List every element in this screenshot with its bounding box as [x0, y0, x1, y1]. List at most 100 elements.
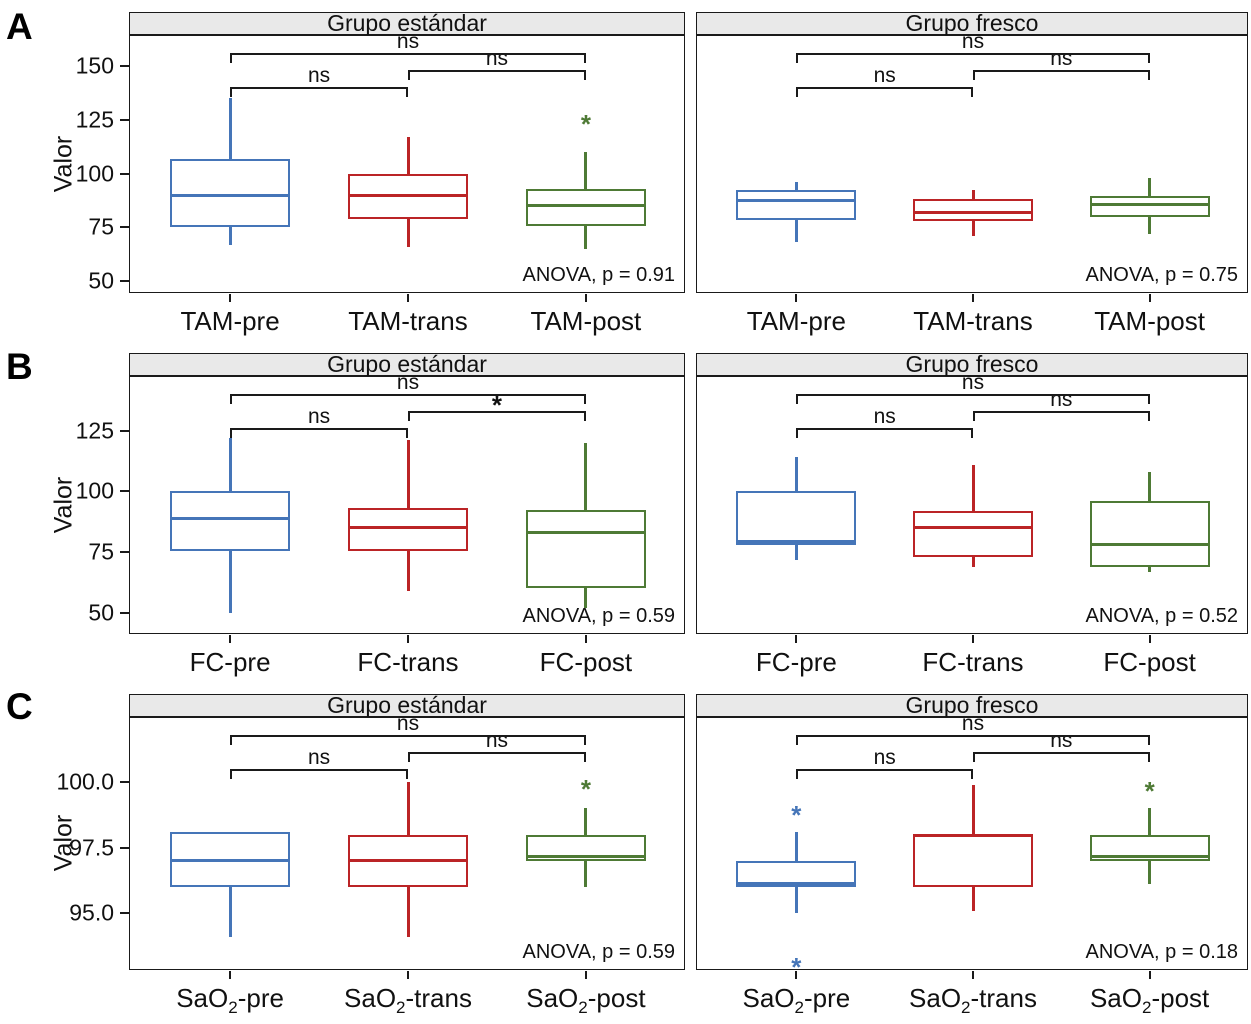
y-tick-mark [120, 118, 129, 121]
x-label-base: SaO [742, 983, 795, 1013]
box-TAM-pre [736, 189, 857, 220]
significance-label: ns [961, 30, 985, 53]
median-line-SaO2-pre [736, 881, 857, 885]
box-FC-pre [736, 491, 857, 545]
x-tick-mark [229, 294, 232, 302]
anova-label: ANOVA, p = 0.75 [1085, 264, 1239, 286]
x-tick-mark [972, 294, 974, 302]
significance-bracket [796, 53, 1150, 63]
x-tick-mark [795, 294, 798, 302]
significance-bracket [796, 394, 1150, 404]
x-label-suffix: -post [574, 647, 633, 677]
median-line-TAM-post [1089, 203, 1210, 207]
x-label-suffix: -post [583, 306, 642, 336]
x-label-suffix: -pre [237, 983, 284, 1013]
box-FC-trans [348, 508, 468, 552]
x-label-base: SaO [176, 983, 229, 1013]
significance-bracket [230, 769, 408, 779]
significance-bracket [408, 70, 586, 80]
x-label-subscript: 2 [794, 998, 804, 1017]
x-tick-mark [407, 635, 409, 643]
x-tick-mark [1148, 635, 1151, 643]
x-label-suffix: -trans [392, 647, 459, 677]
x-label-suffix: -pre [804, 983, 851, 1013]
plot-area-A-left: 150 125 100 75 50 TAM-pre TAM-trans * TAM-post ns… [76, 31, 685, 336]
median-line-SaO2-post [1089, 855, 1210, 859]
box-FC-pre [170, 491, 291, 552]
y-tick-label: 97.5 [69, 834, 114, 861]
plot-area-B-right: FC-pre FC-trans FC-post ns ns ns ANOVA, p = 0.… [696, 372, 1248, 677]
facet-title-text: Grupo estándar [327, 692, 487, 718]
y-tick-label: 50 [88, 599, 114, 626]
median-line-SaO2-post [525, 855, 646, 859]
y-tick-label: 150 [75, 52, 114, 79]
x-tick-mark [407, 971, 409, 979]
median-line-FC-trans [348, 526, 468, 530]
plot-area-B-left: 125 100 75 50 FC-pre FC-trans FC-post ns * ns ANOV… [76, 372, 685, 677]
significance-label: ns [307, 64, 331, 87]
x-label-base: SaO [344, 983, 397, 1013]
significance-bracket [230, 53, 586, 63]
significance-label: ns [396, 371, 420, 394]
x-tick-mark [1148, 294, 1151, 302]
median-line-FC-pre [170, 516, 291, 520]
significance-bracket [408, 752, 586, 762]
median-line-SaO2-trans [913, 834, 1033, 838]
x-label-base: FC [755, 647, 791, 677]
significance-label: ns [873, 405, 896, 428]
x-tick-label-TAM-post: TAM-post [476, 306, 696, 337]
median-line-FC-trans [913, 526, 1033, 530]
x-label-base: SaO [1089, 983, 1142, 1013]
significance-label: ns [873, 64, 896, 87]
x-label-base: TAM [913, 306, 967, 336]
facet-title-text: Grupo estándar [327, 351, 487, 377]
box-SaO2-trans [913, 834, 1033, 888]
x-label-base: FC [189, 647, 225, 677]
y-tick-mark [120, 612, 129, 615]
x-tick-mark [407, 294, 409, 302]
y-tick-mark [120, 280, 129, 283]
facet-title-B-right: Grupo fresco [696, 351, 1248, 377]
y-tick-mark [120, 226, 129, 229]
y-axis-title-row-a: Valor [49, 135, 78, 193]
box-FC-post [1089, 501, 1210, 567]
x-label-suffix: -pre [233, 306, 280, 336]
x-label-suffix: -trans [405, 983, 472, 1013]
median-line-SaO2-trans [348, 859, 468, 863]
significance-bracket [230, 394, 586, 404]
x-label-suffix: -post [1151, 983, 1210, 1013]
significance-bracket [408, 411, 586, 421]
x-label-suffix: -trans [970, 983, 1037, 1013]
x-tick-label-TAM-pre: TAM-pre [686, 306, 906, 337]
y-tick-mark [120, 429, 129, 432]
x-label-suffix: -post [1138, 647, 1196, 677]
outlier-star-SaO2-pre: * [791, 952, 802, 983]
median-line-FC-post [1089, 543, 1210, 547]
significance-bracket [973, 752, 1150, 762]
x-tick-label-SaO2-post: SaO2-post [476, 983, 696, 1018]
significance-label: ns [307, 746, 331, 769]
x-tick-label-SaO2-post: SaO2-post [1040, 983, 1251, 1018]
facet-title-C-left: Grupo estándar [129, 692, 685, 718]
x-tick-label-TAM-trans: TAM-trans [298, 306, 518, 337]
facet-title-text: Grupo estándar [327, 10, 487, 36]
x-tick-label-FC-pre: FC-pre [120, 647, 340, 678]
x-label-base: TAM [530, 306, 584, 336]
x-tick-label-FC-trans: FC-trans [863, 647, 1083, 678]
x-label-base: SaO [909, 983, 962, 1013]
x-label-base: FC [539, 647, 575, 677]
x-tick-label-TAM-post: TAM-post [1040, 306, 1251, 337]
x-tick-mark [229, 971, 232, 979]
x-label-base: TAM [348, 306, 402, 336]
x-tick-mark [584, 971, 587, 979]
facet-title-text: Grupo fresco [905, 692, 1039, 718]
significance-label: * [491, 390, 503, 420]
facet-title-A-right: Grupo fresco [696, 10, 1248, 36]
facet-title-B-left: Grupo estándar [129, 351, 685, 377]
outlier-star-TAM-post: * [580, 108, 591, 139]
x-tick-mark [972, 635, 974, 643]
x-label-base: TAM [1094, 306, 1148, 336]
x-label-base: TAM [180, 306, 234, 336]
significance-label: ns [961, 712, 985, 735]
